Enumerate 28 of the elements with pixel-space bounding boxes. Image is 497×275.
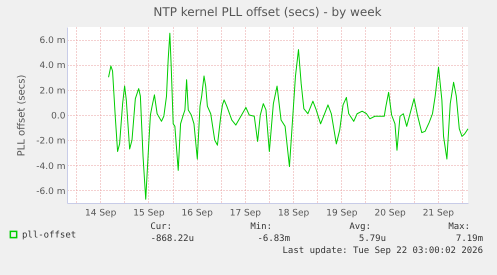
line-series xyxy=(108,32,468,200)
x-tick-label: 14 Sep xyxy=(85,208,117,218)
y-tick-label: 2.0 m xyxy=(40,86,66,96)
x-tick-label: 15 Sep xyxy=(133,208,165,218)
text: -6.83m xyxy=(257,234,290,244)
y-tick-label: -2.0 m xyxy=(36,136,66,147)
chart-title: NTP kernel PLL offset (secs) - by week xyxy=(153,5,382,19)
y-axis-title: PLL offset (secs) xyxy=(16,74,28,156)
y-tick-label: 4.0 m xyxy=(40,61,66,72)
x-tick-label: 17 Sep xyxy=(230,208,262,218)
y-tick-label: -4.0 m xyxy=(36,162,66,172)
y-tick-label: -6.0 m xyxy=(36,186,66,197)
x-tick-label: 21 Sep xyxy=(422,208,454,218)
text: Max: xyxy=(448,222,470,232)
text: Last update: Tue Sep 22 03:00:02 2026 xyxy=(282,246,483,256)
y-tick-label: 6.0 m xyxy=(40,36,66,46)
x-tick-label: 19 Sep xyxy=(326,208,358,218)
x-tick-label: 18 Sep xyxy=(278,208,310,218)
text: Avg: xyxy=(349,222,371,232)
text: Cur: xyxy=(150,222,172,232)
text: -868.22u xyxy=(150,234,194,244)
text: Min: xyxy=(250,222,272,232)
text: 5.79u xyxy=(358,234,386,244)
text: 7.19m xyxy=(456,234,483,244)
x-tick-label: 16 Sep xyxy=(182,208,214,218)
x-tick-label: 20 Sep xyxy=(374,208,406,218)
legend-label: pll-offset xyxy=(22,230,76,240)
y-tick-label: 0.0 xyxy=(51,112,66,122)
